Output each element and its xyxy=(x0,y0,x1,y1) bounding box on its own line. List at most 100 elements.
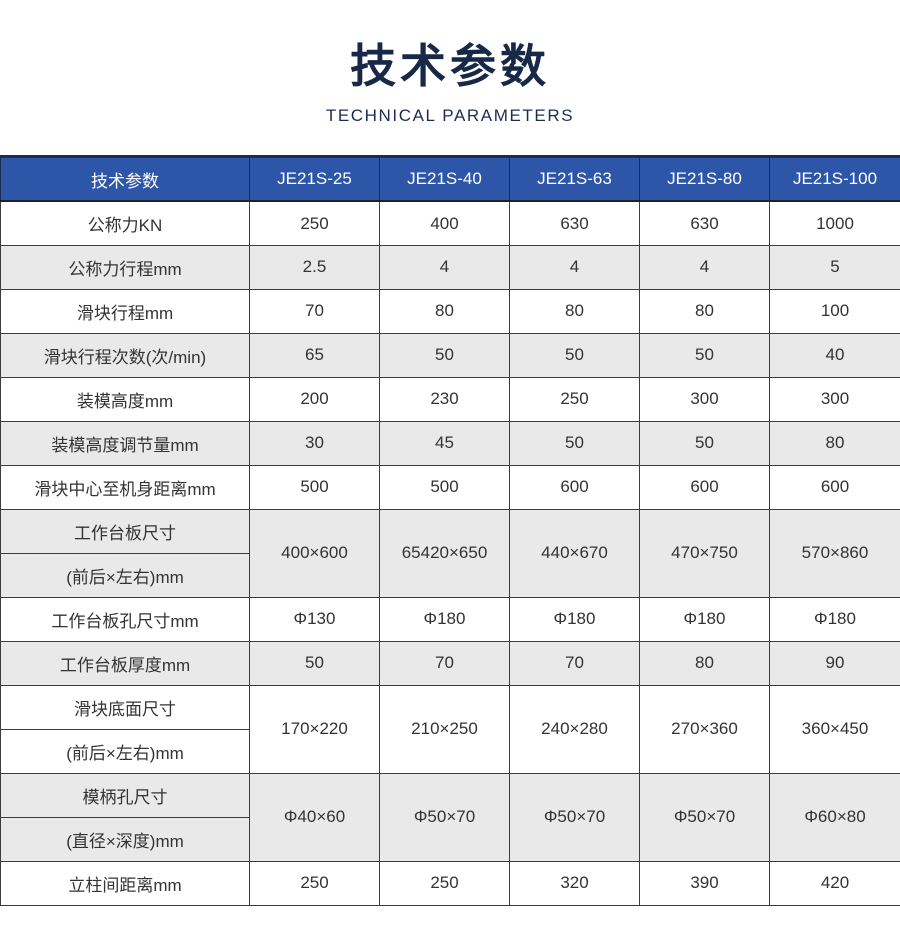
cell-value: 210×250 xyxy=(379,684,510,774)
table-row: 滑块行程mm 70 80 80 80 100 xyxy=(0,288,900,334)
cell-value: 50 xyxy=(379,332,510,378)
cell-value: 250 xyxy=(249,860,380,906)
cell-value: 70 xyxy=(379,640,510,686)
cell-value: Φ180 xyxy=(769,596,900,642)
cell-value: 400×600 xyxy=(249,508,380,598)
cell-value: 240×280 xyxy=(509,684,640,774)
row-label: 装模高度mm xyxy=(0,376,250,422)
table-row: 立柱间距离mm 250 250 320 390 420 xyxy=(0,860,900,906)
row-label: 工作台板厚度mm xyxy=(0,640,250,686)
cell-value: 270×360 xyxy=(639,684,770,774)
table-row: 装模高度mm 200 230 250 300 300 xyxy=(0,376,900,422)
row-label: 滑块行程次数(次/min) xyxy=(0,332,250,378)
cell-value: 80 xyxy=(639,640,770,686)
row-label: 模柄孔尺寸 xyxy=(0,772,250,818)
cell-value: Φ180 xyxy=(379,596,510,642)
cell-value: 2.5 xyxy=(249,244,380,290)
row-sublabel: (前后×左右)mm xyxy=(0,552,250,598)
table-row: 工作台板尺寸 400×600 65420×650 440×670 470×750 570×… xyxy=(0,508,900,598)
cell-value: 570×860 xyxy=(769,508,900,598)
cell-value: 80 xyxy=(379,288,510,334)
cell-value: 50 xyxy=(509,332,640,378)
cell-value: 300 xyxy=(769,376,900,422)
cell-value: 250 xyxy=(249,200,380,246)
cell-value: 80 xyxy=(509,288,640,334)
row-label: 工作台板孔尺寸mm xyxy=(0,596,250,642)
cell-value: 250 xyxy=(379,860,510,906)
column-header-model: JE21S-40 xyxy=(379,154,510,203)
cell-value: 100 xyxy=(769,288,900,334)
cell-value: Φ130 xyxy=(249,596,380,642)
title-block: 技术参数 TECHNICAL PARAMETERS xyxy=(0,0,900,126)
cell-value: 5 xyxy=(769,244,900,290)
cell-value: 230 xyxy=(379,376,510,422)
table-row: 装模高度调节量mm 30 45 50 50 80 xyxy=(0,420,900,466)
cell-value: 80 xyxy=(769,420,900,466)
cell-value: 30 xyxy=(249,420,380,466)
cell-value: 50 xyxy=(639,332,770,378)
cell-value: 420 xyxy=(769,860,900,906)
table-row: 滑块中心至机身距离mm 500 500 600 600 600 xyxy=(0,464,900,510)
row-sublabel: (前后×左右)mm xyxy=(0,728,250,774)
row-label: 滑块行程mm xyxy=(0,288,250,334)
cell-value: 250 xyxy=(509,376,640,422)
cell-value: 170×220 xyxy=(249,684,380,774)
column-header-model: JE21S-100 xyxy=(769,154,900,203)
table-row: (前后×左右)mm xyxy=(0,728,900,774)
page-subtitle: TECHNICAL PARAMETERS xyxy=(325,105,575,125)
cell-value: Φ40×60 xyxy=(249,772,380,862)
cell-value: 600 xyxy=(769,464,900,510)
cell-value: 390 xyxy=(639,860,770,906)
cell-value: Φ50×70 xyxy=(639,772,770,862)
cell-value: 360×450 xyxy=(769,684,900,774)
cell-value: 630 xyxy=(509,200,640,246)
cell-value: Φ180 xyxy=(509,596,640,642)
cell-value: Φ60×80 xyxy=(769,772,900,862)
table-body: 公称力KN 250 400 630 630 1000 公称力行程mm 2.5 4 4 4 5 滑块行程m… xyxy=(0,200,900,906)
cell-value: 70 xyxy=(509,640,640,686)
table-row: 模柄孔尺寸 Φ40×60 Φ50×70 Φ50×70 Φ50×70 Φ60×80 xyxy=(0,772,900,862)
row-label: 立柱间距离mm xyxy=(0,860,250,906)
row-label: 滑块中心至机身距离mm xyxy=(0,464,250,510)
cell-value: 600 xyxy=(509,464,640,510)
cell-value: 4 xyxy=(639,244,770,290)
cell-value: 70 xyxy=(249,288,380,334)
cell-value: 50 xyxy=(249,640,380,686)
cell-value: Φ180 xyxy=(639,596,770,642)
row-sublabel: (直径×深度)mm xyxy=(0,816,250,862)
table-row: 滑块行程次数(次/min) 65 50 50 50 40 xyxy=(0,332,900,378)
technical-parameters-table: 技术参数 JE21S-25 JE21S-40 JE21S-63 JE21S-80 JE21… xyxy=(0,154,900,906)
column-header-parameter: 技术参数 xyxy=(0,154,250,203)
cell-value: 630 xyxy=(639,200,770,246)
cell-value: 1000 xyxy=(769,200,900,246)
table-row: 公称力行程mm 2.5 4 4 4 5 xyxy=(0,244,900,290)
row-label: 装模高度调节量mm xyxy=(0,420,250,466)
table-row: 工作台板孔尺寸mm Φ130 Φ180 Φ180 Φ180 Φ180 xyxy=(0,596,900,642)
cell-value: 50 xyxy=(509,420,640,466)
cell-value: 45 xyxy=(379,420,510,466)
column-header-model: JE21S-25 xyxy=(249,154,380,203)
cell-value: 600 xyxy=(639,464,770,510)
cell-value: 90 xyxy=(769,640,900,686)
cell-value: 200 xyxy=(249,376,380,422)
table-row: 公称力KN 250 400 630 630 1000 xyxy=(0,200,900,246)
column-header-model: JE21S-80 xyxy=(639,154,770,203)
cell-value: 440×670 xyxy=(509,508,640,598)
row-label: 公称力KN xyxy=(0,200,250,246)
cell-value: 500 xyxy=(249,464,380,510)
cell-value: 4 xyxy=(509,244,640,290)
row-label: 滑块底面尺寸 xyxy=(0,684,250,730)
cell-value: 40 xyxy=(769,332,900,378)
table-header-row: 技术参数 JE21S-25 JE21S-40 JE21S-63 JE21S-80 JE21… xyxy=(0,154,900,203)
cell-value: Φ50×70 xyxy=(379,772,510,862)
cell-value: 320 xyxy=(509,860,640,906)
table-row: 滑块底面尺寸 170×220 210×250 240×280 270×360 360×45… xyxy=(0,684,900,774)
cell-value: 500 xyxy=(379,464,510,510)
cell-value: 80 xyxy=(639,288,770,334)
cell-value: Φ50×70 xyxy=(509,772,640,862)
cell-value: 400 xyxy=(379,200,510,246)
cell-value: 470×750 xyxy=(639,508,770,598)
cell-value: 65 xyxy=(249,332,380,378)
page-title: 技术参数 xyxy=(350,40,550,92)
